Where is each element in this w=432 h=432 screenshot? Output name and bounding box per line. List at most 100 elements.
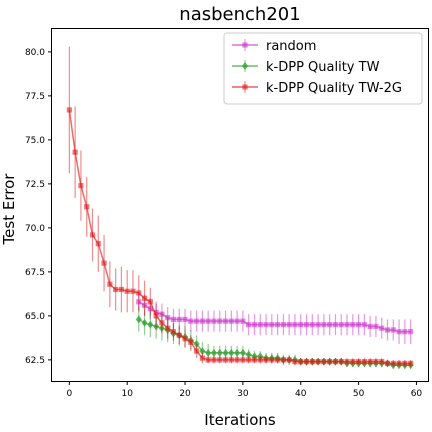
legend: random k-DPP Quality TW k-DPP Quality TW-2… <box>223 32 423 105</box>
data-point <box>355 359 362 365</box>
data-point <box>396 360 402 366</box>
y-tick-label: 75.0 <box>25 136 45 146</box>
data-point <box>257 322 263 328</box>
data-point <box>367 359 373 365</box>
data-point <box>298 322 304 328</box>
data-point <box>118 286 125 293</box>
data-point <box>257 357 263 363</box>
data-point <box>199 318 205 324</box>
data-point <box>199 347 206 356</box>
data-point <box>176 316 182 322</box>
data-point <box>78 183 84 189</box>
data-point <box>194 318 200 324</box>
data-point <box>402 360 408 366</box>
data-point <box>217 357 223 363</box>
data-point <box>234 348 241 357</box>
x-axis: 0 10 20 30 40 50 60 <box>66 381 422 399</box>
data-point <box>303 359 310 365</box>
data-point <box>280 322 286 328</box>
data-point <box>379 359 385 365</box>
series-2 <box>66 46 414 367</box>
x-tick-label: 30 <box>237 389 249 399</box>
data-point <box>379 325 385 331</box>
data-point <box>222 348 229 357</box>
legend-marker <box>242 62 248 70</box>
data-point <box>95 241 101 247</box>
legend-box <box>223 32 423 105</box>
data-point <box>269 322 275 328</box>
data-point <box>355 322 362 328</box>
data-point <box>222 318 229 324</box>
data-point <box>275 357 281 363</box>
data-point <box>170 316 177 322</box>
data-point <box>402 329 408 335</box>
data-point <box>292 359 298 365</box>
data-point <box>246 357 252 363</box>
data-point <box>396 329 402 335</box>
data-point <box>251 357 258 363</box>
series-layer <box>66 46 414 370</box>
y-tick-label: 62.5 <box>25 356 45 366</box>
legend-label: k-DPP Quality TW <box>266 60 380 75</box>
legend-entry: k-DPP Quality TW <box>232 60 380 75</box>
x-tick-label: 40 <box>295 389 307 399</box>
data-point <box>408 329 414 335</box>
data-point <box>332 322 339 328</box>
data-point <box>182 336 188 342</box>
data-point <box>153 313 159 319</box>
legend-marker <box>242 42 248 48</box>
y-tick-label: 80.0 <box>25 48 45 58</box>
data-point <box>194 348 200 354</box>
x-tick-label: 0 <box>66 389 72 399</box>
data-point <box>332 359 339 365</box>
data-point <box>101 260 107 266</box>
data-point <box>327 359 333 365</box>
data-point <box>124 288 130 294</box>
data-point <box>170 329 177 335</box>
data-point <box>350 322 356 328</box>
legend-entry: k-DPP Quality TW-2G <box>232 81 402 96</box>
y-tick-label: 72.5 <box>25 180 45 190</box>
data-point <box>373 323 379 330</box>
data-point <box>298 359 304 365</box>
data-point <box>141 318 148 327</box>
data-point <box>130 288 136 294</box>
data-point <box>228 318 234 324</box>
data-point <box>251 322 258 328</box>
data-point <box>280 357 286 363</box>
data-point <box>246 322 252 328</box>
data-point <box>344 359 350 365</box>
data-point <box>211 357 217 363</box>
data-point <box>240 357 246 363</box>
x-tick-label: 20 <box>179 389 191 399</box>
data-point <box>147 320 154 329</box>
data-point <box>113 286 119 293</box>
data-point <box>321 322 327 328</box>
data-point <box>367 323 373 330</box>
legend-label: random <box>266 39 316 54</box>
data-point <box>84 204 90 210</box>
chart-title: nasbench201 <box>179 4 300 25</box>
data-point <box>228 348 235 357</box>
data-point <box>135 315 142 324</box>
data-point <box>315 322 321 328</box>
y-tick-label: 77.5 <box>25 92 45 102</box>
y-tick-label: 65.0 <box>25 312 45 322</box>
data-point <box>176 332 182 338</box>
data-point <box>263 357 269 363</box>
data-point <box>159 320 165 326</box>
data-point <box>205 318 211 324</box>
data-point <box>373 359 379 365</box>
data-point <box>384 327 391 333</box>
y-axis-label: Test Error <box>0 173 18 246</box>
data-point <box>263 322 269 328</box>
x-axis-label: Iterations <box>204 411 276 429</box>
data-point <box>147 299 153 305</box>
x-tick-label: 50 <box>353 389 365 399</box>
data-point <box>72 149 78 155</box>
data-point <box>350 359 356 365</box>
x-tick-label: 60 <box>411 389 423 399</box>
data-point <box>210 348 217 357</box>
data-point <box>141 295 148 301</box>
